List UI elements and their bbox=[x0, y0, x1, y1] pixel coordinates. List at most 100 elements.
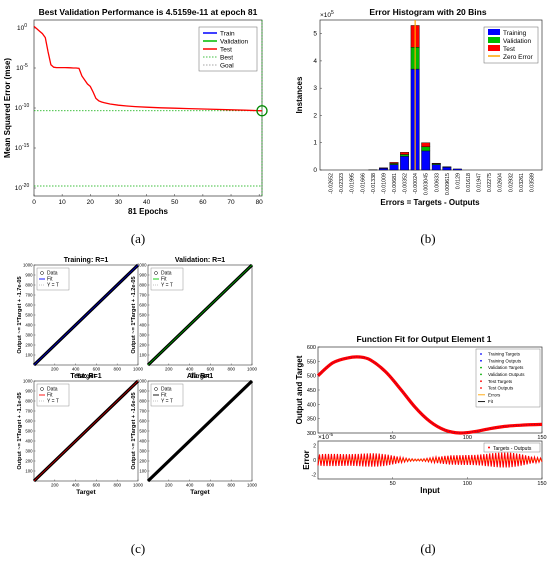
x-tick-label: 800 bbox=[227, 367, 235, 372]
legend-swatch bbox=[480, 359, 482, 362]
legend-yt-label: Y = T bbox=[47, 283, 59, 289]
legend-box bbox=[150, 383, 184, 407]
legend-swatch bbox=[480, 353, 482, 355]
legend-data-swatch bbox=[40, 387, 44, 391]
y-tick-label: 500 bbox=[25, 429, 33, 434]
y-tick-label: 0 bbox=[313, 167, 317, 174]
subplot-xlabel: Target bbox=[76, 489, 96, 496]
fit-line bbox=[147, 380, 253, 482]
y-tick-label: 500 bbox=[139, 313, 147, 318]
y-tick-label: 700 bbox=[25, 409, 33, 414]
subplot-ylabel: Output ~= 1*Target + -1.2e-05 bbox=[131, 276, 137, 353]
x-tick-label: 400 bbox=[72, 483, 80, 488]
y-tick-label: 2 bbox=[313, 112, 317, 119]
x-tick-label: 400 bbox=[186, 483, 194, 488]
caption-b: (b) bbox=[420, 231, 435, 246]
histogram-bar bbox=[400, 152, 410, 155]
x-tick-label: 0 bbox=[32, 199, 36, 206]
y-tick-label: 900 bbox=[139, 273, 147, 278]
subplot-title: All: R=1 bbox=[187, 373, 213, 380]
legend-label: Test Outputs bbox=[488, 386, 514, 391]
panel-a-xlabel: 81 Epochs bbox=[128, 207, 169, 216]
x-tick-label: 400 bbox=[72, 367, 80, 372]
y-tick-label: 600 bbox=[139, 419, 147, 424]
legend-yt-label: Y = T bbox=[161, 283, 173, 289]
x-tick-label: 80 bbox=[256, 199, 264, 206]
legend-label: Test Targets bbox=[488, 379, 513, 384]
x-tick-label: 50 bbox=[390, 435, 396, 441]
x-tick-label: 0.02604 bbox=[498, 173, 504, 192]
subplot-ylabel: Output ~= 1*Target + -1.7e-05 bbox=[17, 276, 23, 353]
legend-training-label: Training bbox=[503, 30, 527, 37]
x-tick-label: 1000 bbox=[133, 483, 144, 488]
x-tick-label: 600 bbox=[207, 367, 215, 372]
panel-a-ticks: 0 10 20 30 40 50 60 70 80 100 10-5 10-10 10-15 10-20 bbox=[15, 23, 263, 206]
y-tick-label: 800 bbox=[139, 399, 147, 404]
error-y-tick-label: 0 bbox=[313, 458, 316, 464]
legend-goal-label: Goal bbox=[220, 63, 234, 70]
x-tick-label: 10 bbox=[59, 199, 67, 206]
legend-label: Validation Targets bbox=[488, 365, 524, 370]
y-tick-label: 5 bbox=[313, 31, 317, 38]
error-y-tick-label: -2 bbox=[312, 473, 317, 479]
error-legend-label: Targets - Outputs bbox=[493, 446, 532, 452]
panel-d: Function Fit for Output Element 1 300 350… bbox=[295, 334, 547, 495]
panel-b-xlabel: Errors = Targets - Outputs bbox=[380, 198, 480, 207]
panel-b-multiplier: ×105 bbox=[320, 10, 334, 19]
legend-test-label: Test bbox=[220, 47, 232, 54]
x-tick-label: 30 bbox=[115, 199, 123, 206]
x-tick-label: 100 bbox=[463, 435, 472, 441]
x-tick-label: 200 bbox=[51, 367, 59, 372]
y-tick-label: 100 bbox=[25, 469, 33, 474]
legend-data-label: Data bbox=[47, 387, 58, 393]
regression-subplot: Training: R=1 100 200 300 400 500 600 700 800 900… bbox=[17, 257, 144, 380]
x-tick-label: -0.00352 bbox=[403, 173, 409, 194]
y-tick-label: 400 bbox=[25, 439, 33, 444]
error-x-tick-label: 150 bbox=[537, 481, 546, 487]
x-tick-label: 600 bbox=[93, 367, 101, 372]
legend-yt-label: Y = T bbox=[161, 399, 173, 405]
caption-c: (c) bbox=[131, 541, 145, 556]
legend-train-label: Train bbox=[220, 31, 235, 38]
subplot-title: Validation: R=1 bbox=[175, 257, 225, 264]
panel-a-title: Best Validation Performance is 4.5159e-1… bbox=[39, 7, 258, 17]
x-tick-label: 40 bbox=[143, 199, 151, 206]
panel-b-title: Error Histogram with 20 Bins bbox=[369, 7, 486, 17]
fit-line bbox=[147, 264, 253, 366]
y-tick-label: 800 bbox=[25, 399, 33, 404]
y-tick-label: 500 bbox=[25, 313, 33, 318]
legend-test-swatch bbox=[488, 45, 500, 51]
y-tick-label: 700 bbox=[139, 293, 147, 298]
legend-data-label: Data bbox=[161, 271, 172, 277]
legend-swatch bbox=[480, 380, 482, 383]
histogram-bar bbox=[431, 162, 441, 164]
y-tick-label: 800 bbox=[139, 283, 147, 288]
subplot-ylabel: Output ~= 1*Target + -1.6e-05 bbox=[131, 392, 137, 469]
legend-label: Training Targets bbox=[488, 352, 521, 357]
legend-swatch bbox=[480, 366, 482, 369]
x-tick-label: -0.02652 bbox=[329, 173, 335, 194]
y-tick-label: 1000 bbox=[137, 263, 147, 268]
x-tick-label: 0.00633 bbox=[434, 173, 440, 192]
y-tick-label: 600 bbox=[139, 303, 147, 308]
y-tick-label: 100 bbox=[139, 469, 147, 474]
legend-swatch bbox=[480, 373, 482, 376]
regression-subplot: Test: R=1 100 200 300 400 500 600 700 800 900 1000… bbox=[17, 373, 144, 496]
panel-b-ylabel: Instances bbox=[295, 76, 304, 113]
y-tick-label: 4 bbox=[313, 58, 317, 65]
x-tick-label: 200 bbox=[51, 483, 59, 488]
legend-data-label: Data bbox=[47, 271, 58, 277]
legend-validation-label: Validation bbox=[503, 38, 531, 45]
x-tick-label: 1000 bbox=[247, 367, 258, 372]
panel-a-ylabel: Mean Squared Error (mse) bbox=[3, 58, 12, 158]
x-tick-label: 0.01618 bbox=[466, 173, 472, 192]
legend-zero-error-label: Zero Error bbox=[503, 54, 533, 61]
x-tick-label: -0.00024 bbox=[413, 173, 419, 194]
histogram-bar bbox=[389, 164, 399, 171]
y-tick-label: 350 bbox=[307, 417, 316, 423]
legend-data-label: Data bbox=[161, 387, 172, 393]
x-tick-label: 0.03589 bbox=[529, 173, 535, 192]
histogram-bar bbox=[379, 168, 388, 171]
panel-d-error-line bbox=[317, 452, 543, 468]
